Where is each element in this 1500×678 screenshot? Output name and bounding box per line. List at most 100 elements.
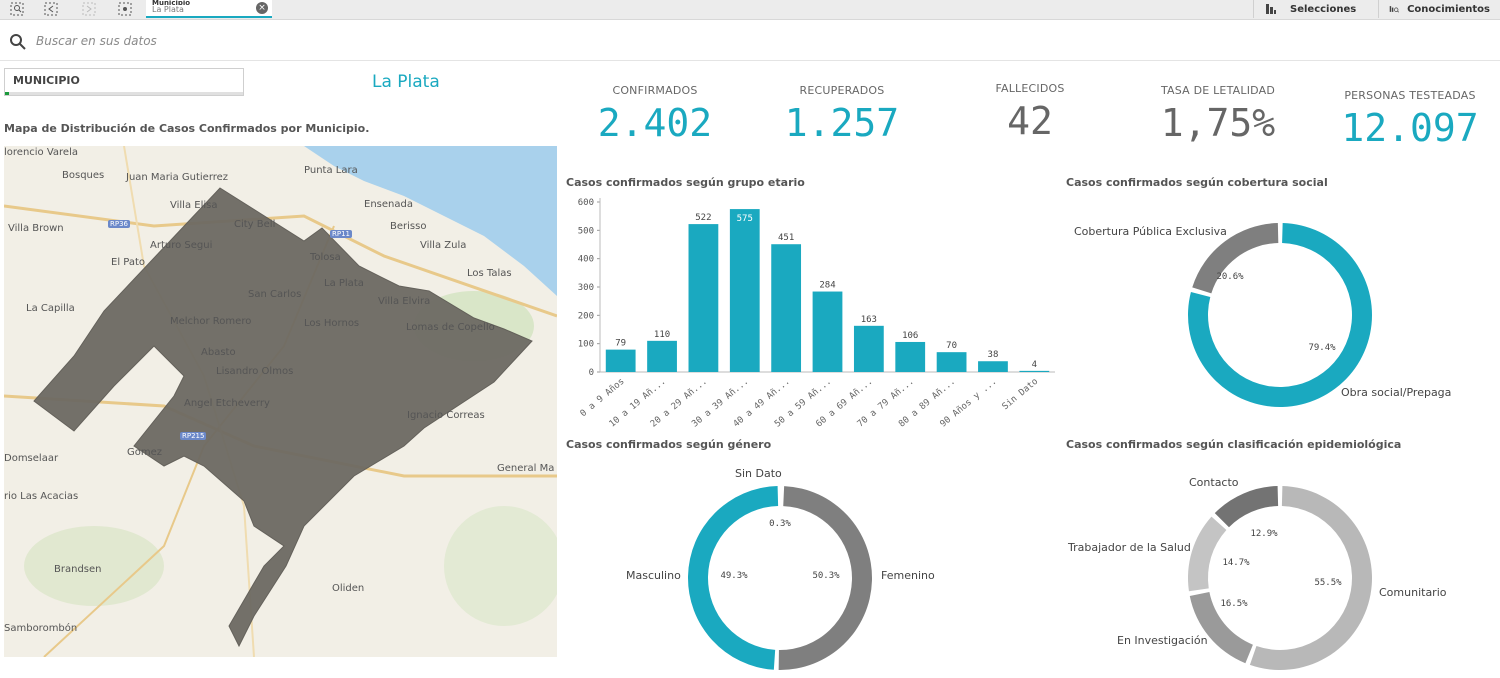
conocimientos-button[interactable]: Conocimientos [1378,0,1500,18]
epi-label-trabajador-salud: Trabajador de la Salud [1068,541,1191,554]
data-label: 79 [615,339,626,349]
municipio-filter[interactable]: MUNICIPIO [4,68,244,96]
map-label: Juan Maria Gutierrez [126,172,229,183]
kpi-recuperados[interactable]: RECUPERADOS 1.257 [767,84,917,145]
bar [1019,370,1050,372]
road-badge: RP36 [108,220,130,228]
map-label: Villa Zula [420,240,467,251]
kpi-value: 1,75% [1160,101,1276,145]
gender-donut-chart[interactable]: 0.3% 50.3% 49.3% [680,478,880,678]
publica-value-label: 20.6% [1216,272,1244,282]
investigacion-value-label: 16.5% [1220,599,1248,609]
epi-label-comunitario: Comunitario [1379,586,1447,599]
kpi-label: RECUPERADOS [799,84,885,97]
data-label: 110 [654,330,670,340]
x-tick-label: Sin Dato [1001,377,1041,413]
clear-selections-icon[interactable] [108,0,142,18]
data-label: 4 [1032,360,1037,370]
filter-unselected-bar [9,92,243,95]
trabajador-salud-value-label: 14.7% [1222,558,1250,568]
map-label: Gomez [127,447,163,458]
data-label: 106 [902,331,918,341]
map-label: Melchor Romero [170,316,252,327]
selection-value: La Plata [152,5,184,14]
epi-label-contacto: Contacto [1189,476,1239,489]
map-label: Samborombón [4,623,78,634]
epi-chart-title: Casos confirmados según clasificación ep… [1066,438,1402,451]
y-tick-label: 600 [578,198,594,208]
map-label: Brandsen [54,564,102,575]
selecciones-button[interactable]: Selecciones [1253,0,1375,18]
map-canvas [4,146,557,657]
bar [688,224,719,372]
gender-label-femenino: Femenino [881,569,935,582]
map-label: Tolosa [310,252,341,263]
step-back-icon[interactable] [34,0,68,18]
kpi-personas-testeadas[interactable]: PERSONAS TESTEADAS 12.097 [1330,89,1490,150]
filter-selected-bar [5,92,9,95]
masculino-value-label: 49.3% [720,571,748,581]
map-label: Ensenada [364,199,413,210]
map-label: rio Las Acacias [4,491,79,502]
trabajador-salud-slice [1188,516,1227,592]
kpi-label: CONFIRMADOS [612,84,698,97]
age-chart-title: Casos confirmados según grupo etario [566,176,805,189]
kpi-label: PERSONAS TESTEADAS [1344,89,1476,102]
coverage-chart-title: Casos confirmados según cobertura social [1066,176,1328,189]
data-label: 38 [988,350,999,360]
smart-search-icon[interactable] [0,0,34,18]
selections-icon [1266,4,1276,14]
data-label: 70 [946,341,957,351]
map-label: General Ma [497,463,555,474]
kpi-confirmados[interactable]: CONFIRMADOS 2.402 [580,84,730,145]
search-bar[interactable]: Buscar en sus datos [0,21,1500,61]
kpi-tasa-letalidad[interactable]: TASA DE LETALIDAD 1,75% [1143,84,1293,145]
bar [729,209,760,372]
insights-icon [1389,6,1399,13]
y-tick-label: 300 [578,283,594,293]
map-label: El Pato [111,257,146,268]
coverage-donut-chart[interactable]: 20.6% 79.4% [1180,215,1380,415]
search-input[interactable]: Buscar en sus datos [36,34,157,48]
kpi-value: 2.402 [597,101,713,145]
y-tick-label: 400 [578,255,594,265]
map-label: Bosques [62,170,105,181]
municipio-filter-label: MUNICIPIO [13,74,80,87]
gender-label-masculino: Masculino [626,569,681,582]
search-icon [10,34,26,50]
kpi-fallecidos[interactable]: FALLECIDOS 42 [955,82,1105,143]
gender-label-sin-dato: Sin Dato [735,467,782,480]
distribution-map[interactable]: lorencio Varela Bosques Juan Maria Gutie… [4,146,557,657]
comunitario-value-label: 55.5% [1314,578,1342,588]
publica-slice [1192,223,1279,294]
selection-tab[interactable]: Municipio La Plata × [146,0,272,18]
obra-social-value-label: 79.4% [1308,343,1336,353]
selected-city-title: La Plata [372,72,440,92]
top-toolbar: Municipio La Plata × Selecciones Conocim… [0,0,1500,20]
map-label: La Plata [324,278,364,289]
femenino-value-label: 50.3% [812,571,840,581]
map-title: Mapa de Distribución de Casos Confirmado… [4,122,370,135]
map-label: La Capilla [26,303,75,314]
map-label: Lomas de Copello [406,322,495,333]
close-icon[interactable]: × [256,2,268,14]
step-forward-icon[interactable] [72,0,106,18]
epi-donut-chart[interactable]: 55.5% 16.5% 14.7% 12.9% [1180,478,1380,678]
sin-dato-value-label: 0.3% [769,519,791,529]
data-label: 163 [861,315,877,325]
map-label: Punta Lara [304,165,358,176]
map-label: Villa Elvira [378,296,431,307]
bar [895,341,926,372]
coverage-label-obra-social: Obra social/Prepaga [1341,386,1452,399]
bar [853,325,884,372]
y-tick-label: 0 [589,368,594,378]
map-label: Los Hornos [304,318,360,329]
comunitario-slice [1249,486,1372,670]
data-label: 284 [819,281,835,291]
map-label: Ignacio Correas [407,410,485,421]
coverage-label-publica: Cobertura Pública Exclusiva [1074,225,1227,238]
map-label: Abasto [201,347,236,358]
y-tick-label: 500 [578,226,594,236]
bar [647,340,677,372]
